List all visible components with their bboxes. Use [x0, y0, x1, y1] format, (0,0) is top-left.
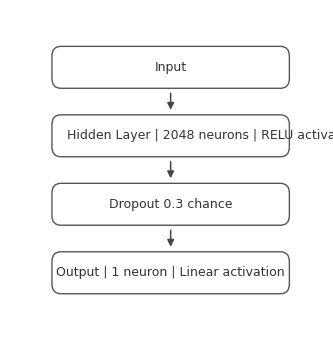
FancyBboxPatch shape — [52, 46, 289, 88]
Text: Hidden Layer | 2048 neurons | RELU activation: Hidden Layer | 2048 neurons | RELU activ… — [67, 129, 333, 142]
Text: Input: Input — [155, 61, 187, 74]
Text: Dropout 0.3 chance: Dropout 0.3 chance — [109, 198, 232, 211]
FancyBboxPatch shape — [52, 115, 289, 157]
FancyBboxPatch shape — [52, 183, 289, 225]
FancyBboxPatch shape — [52, 252, 289, 294]
Text: Output | 1 neuron | Linear activation: Output | 1 neuron | Linear activation — [56, 266, 285, 279]
